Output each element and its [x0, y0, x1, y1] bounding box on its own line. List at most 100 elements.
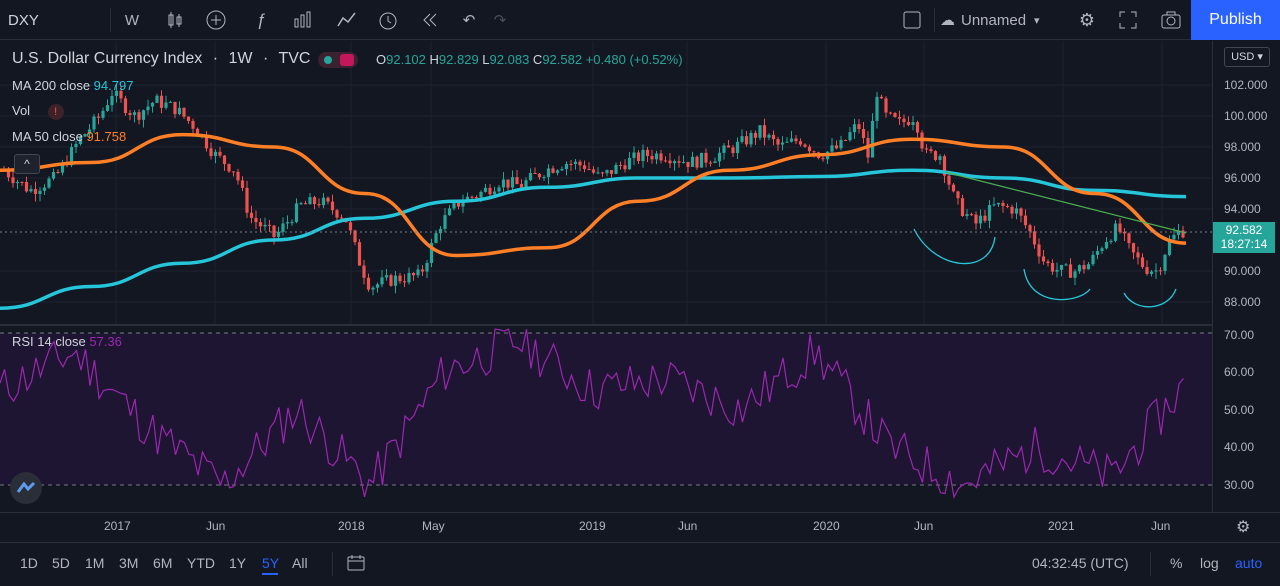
- layout-menu-button[interactable]: ☁ Unnamed ▾: [940, 0, 1070, 40]
- range-3m-button[interactable]: 3M: [119, 555, 139, 571]
- candle-body: [186, 116, 191, 121]
- range-1m-button[interactable]: 1M: [85, 555, 105, 571]
- rsi-chart[interactable]: [0, 326, 1212, 512]
- candle-body: [272, 225, 276, 237]
- auto-scale-button[interactable]: auto: [1235, 555, 1263, 571]
- time-axis[interactable]: [0, 512, 1280, 542]
- candle-body: [51, 171, 56, 179]
- camera-icon[interactable]: [1155, 0, 1187, 40]
- pane-separator[interactable]: [0, 324, 1280, 326]
- price-chart[interactable]: [0, 41, 1212, 324]
- collapse-legend-icon[interactable]: ^: [14, 154, 40, 174]
- candle-body: [519, 184, 524, 188]
- log-scale-button[interactable]: log: [1200, 555, 1219, 571]
- candle-body: [974, 214, 978, 224]
- alert-clock-icon[interactable]: [372, 0, 404, 40]
- ma200-legend[interactable]: MA 200 close 94.797: [12, 78, 133, 93]
- axis-settings-gear-icon[interactable]: ⚙: [1236, 519, 1251, 536]
- ma50-legend[interactable]: MA 50 close 91.758: [12, 129, 126, 144]
- go-to-date-icon[interactable]: [346, 553, 366, 578]
- candle-body: [1041, 256, 1046, 262]
- candle-body: [357, 242, 362, 266]
- candle-body: [587, 168, 591, 170]
- candle-body: [416, 269, 420, 276]
- symbol-title: U.S. Dollar Currency Index: [12, 50, 203, 67]
- candle-body: [528, 172, 533, 181]
- utc-clock[interactable]: 04:32:45 (UTC): [1032, 555, 1129, 571]
- candle-body: [569, 163, 573, 165]
- candle-body: [1059, 264, 1064, 270]
- interval-button[interactable]: W: [118, 0, 146, 40]
- candle-body: [141, 110, 146, 120]
- tradingview-logo-icon[interactable]: [10, 472, 42, 504]
- vol-legend[interactable]: Vol !: [12, 103, 64, 120]
- market-status-toggle[interactable]: [318, 52, 358, 68]
- candle-body: [447, 208, 452, 216]
- fullscreen-box-icon[interactable]: [898, 0, 926, 40]
- rsi-legend[interactable]: RSI 14 close 57.36: [12, 334, 122, 349]
- templates-icon[interactable]: [332, 0, 362, 40]
- status-dot-icon: [324, 56, 332, 64]
- financials-icon[interactable]: [287, 0, 317, 40]
- left-shoulder-arc[interactable]: [913, 228, 996, 265]
- candle-body: [884, 98, 888, 113]
- candles-icon[interactable]: [160, 0, 190, 40]
- candle-body: [330, 201, 335, 211]
- candle-body: [1095, 251, 1100, 255]
- undo-icon[interactable]: ↶: [462, 12, 476, 29]
- settings-gear-icon[interactable]: ⚙: [1078, 9, 1096, 30]
- candle-body: [371, 287, 375, 290]
- candle-body: [951, 184, 956, 192]
- candle-body: [380, 277, 384, 285]
- replay-icon[interactable]: [415, 0, 445, 40]
- candle-body: [191, 120, 195, 129]
- candle-body: [861, 129, 866, 138]
- time-tick: Jun: [1151, 519, 1171, 533]
- price-axis[interactable]: [1212, 41, 1280, 512]
- rsi-tick: 70.00: [1224, 328, 1255, 342]
- head-arc[interactable]: [1023, 268, 1091, 301]
- trendline-drawing[interactable]: [944, 171, 1187, 234]
- candle-body: [438, 228, 443, 234]
- symbol-legend[interactable]: U.S. Dollar Currency Index · 1W · TVC: [12, 50, 311, 67]
- candle-body: [690, 156, 695, 167]
- time-tick: 2017: [104, 519, 131, 533]
- indicators-fx-icon[interactable]: ƒ: [256, 10, 266, 29]
- range-6m-button[interactable]: 6M: [153, 555, 173, 571]
- right-shoulder-arc[interactable]: [1123, 288, 1177, 308]
- range-5y-button[interactable]: 5Y: [262, 555, 280, 571]
- range-5d-button[interactable]: 5D: [52, 555, 70, 571]
- range-ytd-button[interactable]: YTD: [187, 555, 215, 571]
- candle-body: [204, 134, 209, 149]
- percent-scale-button[interactable]: %: [1170, 555, 1183, 571]
- candle-body: [263, 224, 267, 227]
- candle-body: [168, 101, 173, 103]
- redo-icon[interactable]: ↷: [493, 12, 507, 29]
- candle-body: [1001, 202, 1005, 207]
- candle-body: [173, 101, 177, 115]
- candle-body: [105, 105, 110, 111]
- warning-icon[interactable]: !: [47, 104, 64, 120]
- close-value: 92.582: [542, 52, 583, 67]
- rsi-line: [0, 328, 1184, 500]
- candle-body: [596, 172, 600, 174]
- ma200-value: 94.797: [93, 78, 134, 93]
- add-compare-icon[interactable]: [200, 0, 232, 40]
- range-1d-button[interactable]: 1D: [20, 555, 38, 571]
- main-chart-pane[interactable]: [0, 41, 1212, 324]
- ohlc-values: O92.102 H92.829 L92.083 C92.582 +0.480 (…: [376, 52, 683, 67]
- rsi-pane[interactable]: [0, 326, 1212, 512]
- publish-button[interactable]: Publish: [1191, 0, 1280, 40]
- time-tick: Jun: [914, 519, 934, 533]
- active-range-underline: [262, 573, 278, 575]
- currency-label: USD: [1231, 51, 1255, 63]
- candle-body: [911, 122, 915, 126]
- symbol-search-button[interactable]: DXY: [8, 0, 68, 40]
- currency-selector[interactable]: USD ▾: [1224, 47, 1270, 67]
- range-1y-button[interactable]: 1Y: [229, 555, 247, 571]
- candle-body: [1010, 206, 1014, 214]
- candle-body: [636, 152, 641, 162]
- interval-label: W: [124, 11, 140, 29]
- fullscreen-icon[interactable]: [1113, 0, 1143, 40]
- range-all-button[interactable]: All: [292, 555, 308, 571]
